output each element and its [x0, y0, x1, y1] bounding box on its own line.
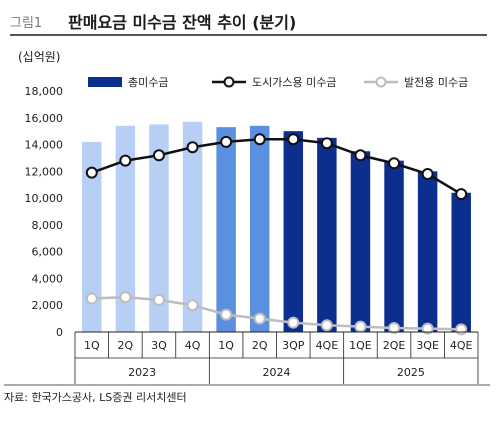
y-tick-label: 0: [56, 326, 63, 339]
y-tick-label: 10,000: [25, 192, 64, 205]
point-series-0-2: [152, 149, 165, 162]
x-tick-label: 2QE: [383, 339, 406, 352]
chart-title: 판매요금 미수금 잔액 추이 (분기): [68, 13, 297, 32]
x-tick-label: 3QE: [416, 339, 439, 352]
legend-label: 총미수금: [128, 76, 168, 89]
x-tick-label: 4QE: [450, 339, 473, 352]
y-tick-label: 6,000: [32, 246, 64, 259]
bar-6: [283, 131, 304, 332]
point-series-1-3: [186, 299, 199, 312]
point-series-0-1: [119, 154, 132, 167]
bar-2: [149, 124, 169, 332]
point-series-1-2: [152, 293, 165, 306]
title-bar: 그림1 판매요금 미수금 잔액 추이 (분기): [10, 6, 487, 36]
bar-3: [182, 121, 203, 333]
line-series-0: [91, 137, 462, 196]
point-series-0-10: [421, 168, 434, 181]
bar-8: [350, 151, 371, 332]
y-tick-label: 12,000: [25, 165, 64, 178]
point-series-1-4: [220, 308, 233, 321]
source-note: 자료: 한국가스공사, LS증권 리서치센터: [4, 391, 187, 404]
point-series-1-8: [354, 320, 367, 333]
x-tick-label: 3Q: [151, 339, 167, 352]
point-series-0-11: [455, 188, 468, 201]
bar-11: [451, 192, 471, 332]
point-series-1-5: [253, 312, 266, 325]
point-series-1-1: [119, 291, 132, 304]
point-series-1-10: [421, 322, 434, 335]
x-tick-label: 1Q: [218, 339, 234, 352]
legend-marker-0: [223, 76, 235, 88]
point-series-1-0: [85, 292, 98, 305]
year-label: 2024: [263, 366, 291, 379]
legend-label: 도시가스용 미수금: [252, 76, 336, 89]
x-tick-label: 1QE: [349, 339, 372, 352]
point-series-1-9: [388, 321, 401, 334]
point-series-0-9: [388, 157, 401, 170]
x-tick-label: 4Q: [185, 339, 201, 352]
point-series-1-11: [455, 323, 468, 336]
point-series-1-7: [320, 319, 333, 332]
y-tick-label: 14,000: [25, 139, 64, 152]
legend-swatch-bar: [88, 77, 122, 87]
x-tick-label: 2Q: [252, 339, 268, 352]
bar-9: [384, 160, 404, 332]
bar-5: [249, 125, 270, 332]
point-series-0-3: [186, 141, 199, 154]
point-series-0-7: [320, 137, 333, 150]
bar-0: [82, 141, 102, 332]
x-tick-label: 3QP: [282, 339, 305, 352]
legend-marker-1: [375, 76, 387, 88]
figure-number: 그림1: [10, 16, 43, 31]
point-series-0-0: [85, 166, 98, 179]
unit-label: (십억원): [18, 50, 61, 64]
y-tick-label: 4,000: [32, 272, 64, 285]
point-series-0-8: [354, 149, 367, 162]
y-tick-label: 18,000: [25, 85, 64, 98]
y-tick-label: 8,000: [32, 219, 64, 232]
bar-7: [317, 137, 337, 332]
x-tick-label: 4QE: [316, 339, 339, 352]
point-series-0-4: [220, 135, 233, 148]
bar-10: [417, 171, 438, 332]
x-tick-label: 1Q: [84, 339, 100, 352]
point-series-0-6: [287, 133, 300, 146]
line-series-1: [91, 295, 462, 331]
bar-1: [115, 125, 136, 332]
legend-label: 발전용 미수금: [404, 76, 468, 89]
y-tick-label: 2,000: [32, 299, 64, 312]
point-series-1-6: [287, 316, 300, 329]
year-label: 2025: [397, 366, 425, 379]
x-tick-label: 2Q: [118, 339, 134, 352]
point-series-0-5: [253, 133, 266, 146]
y-tick-label: 16,000: [25, 112, 64, 125]
year-label: 2023: [128, 366, 156, 379]
bar-4: [216, 127, 236, 333]
